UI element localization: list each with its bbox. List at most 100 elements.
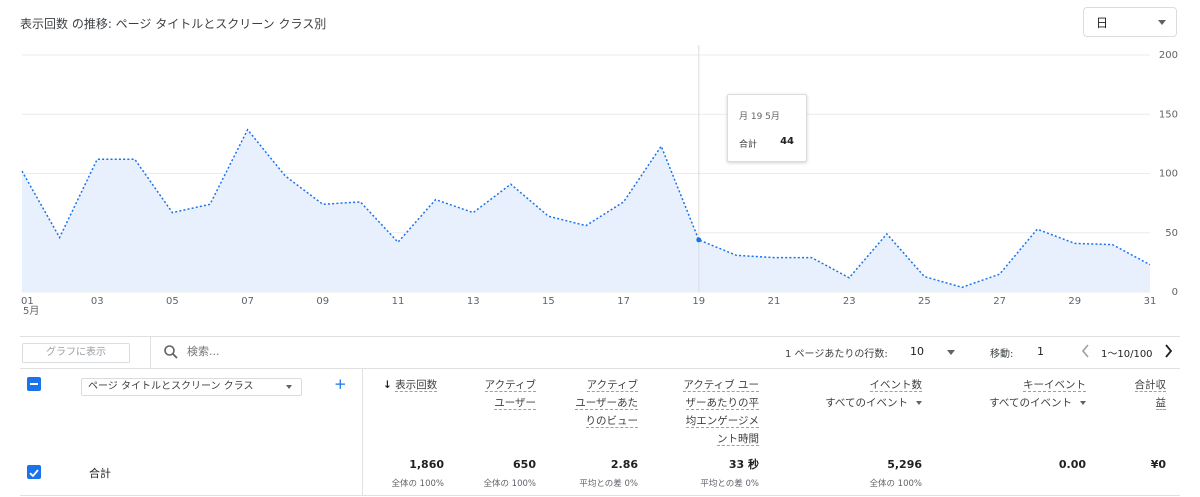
key-event-filter-dropdown[interactable]: すべてのイベント <box>960 394 1086 412</box>
dimension-dropdown[interactable]: ページ タイトルとスクリーン クラス <box>81 378 302 396</box>
column-header-label: 合計収 <box>1134 379 1166 392</box>
pagination-range: 1〜10/100 <box>1101 349 1153 360</box>
column-header-label: アクティブ <box>586 379 638 392</box>
x-tick-label: 19 <box>692 296 705 307</box>
total-subtext: 全体の 100% <box>869 479 922 489</box>
x-tick-label: 23 <box>843 296 856 307</box>
column-header-label: アクティブ ユー <box>683 379 759 392</box>
chevron-down-icon <box>1158 20 1166 25</box>
column-header-views[interactable]: ↓ 表示回数 <box>383 376 445 394</box>
series-line <box>21 128 1151 289</box>
divider <box>20 336 1180 337</box>
sort-desc-icon: ↓ <box>383 379 392 391</box>
total-value: ¥0 <box>1150 458 1166 471</box>
total-views-per-user: 2.86 平均との差 0% <box>560 458 638 491</box>
series-area <box>22 129 1150 292</box>
chevron-right-icon[interactable] <box>1162 343 1174 359</box>
goto-label: 移動: <box>990 349 1014 360</box>
total-value: 5,296 <box>887 458 922 471</box>
column-header-label: ユーザー <box>494 397 536 410</box>
total-revenue: ¥0 <box>1110 458 1166 472</box>
divider <box>20 495 1180 496</box>
x-tick-label: 15 <box>542 296 555 307</box>
event-filter-label: すべてのイベント <box>825 397 908 409</box>
dimension-label: ページ タイトルとスクリーン クラス <box>88 381 254 392</box>
chevron-left-icon[interactable] <box>1080 343 1092 359</box>
goto-page-input[interactable]: 1 <box>1037 345 1044 358</box>
column-header-label: キーイベント <box>1023 379 1086 392</box>
rows-per-page-label: 1 ページあたりの行数: <box>785 349 888 360</box>
event-filter-dropdown[interactable]: すべてのイベント <box>796 394 922 412</box>
tooltip-date: 月 19 5月 <box>739 112 780 122</box>
totals-row-checkbox[interactable] <box>27 465 41 479</box>
column-header-label: ント時間 <box>717 433 759 446</box>
divider <box>362 368 363 496</box>
total-subtext: 平均との差 0% <box>579 479 638 489</box>
column-header-label: 益 <box>1155 397 1166 410</box>
show-in-graph-button[interactable]: グラフに表示 <box>22 343 130 363</box>
chevron-down-icon <box>1080 401 1086 405</box>
x-tick-label: 03 <box>91 296 104 307</box>
total-engagement-time: 33 秒 平均との差 0% <box>665 458 759 491</box>
x-tick-label: 05 <box>166 296 179 307</box>
check-icon <box>29 469 39 478</box>
chart-tooltip: 月 19 5月 合計 44 <box>727 94 807 162</box>
rows-per-page-select[interactable]: 10 <box>910 345 924 358</box>
granularity-dropdown[interactable]: 日 <box>1083 7 1177 37</box>
x-tick-label: 31 <box>1144 296 1157 307</box>
y-tick-label: 100 <box>1159 169 1178 180</box>
total-key-events: 0.00 <box>1000 458 1086 472</box>
total-subtext: 全体の 100% <box>483 479 536 489</box>
chart-title: 表示回数 の推移: ページ タイトルとスクリーン クラス別 <box>20 17 327 31</box>
add-dimension-button[interactable]: + <box>334 375 347 393</box>
total-value: 1,860 <box>409 458 444 471</box>
column-header-label: ユーザーあた <box>575 397 638 410</box>
total-value: 33 秒 <box>728 458 759 471</box>
y-tick-label: 200 <box>1159 50 1178 61</box>
search-icon <box>164 345 178 359</box>
data-point[interactable] <box>696 237 702 243</box>
chevron-down-icon <box>286 385 292 389</box>
x-tick-label: 29 <box>1068 296 1081 307</box>
column-header-label: イベント数 <box>869 379 922 392</box>
column-header-label: 均エンゲージメ <box>685 415 759 428</box>
divider <box>150 336 151 368</box>
column-header-event-count[interactable]: イベント数 すべてのイベント <box>796 376 922 412</box>
total-value: 2.86 <box>610 458 638 471</box>
x-tick-label: 01 <box>21 296 34 307</box>
total-subtext: 全体の 100% <box>391 479 444 489</box>
indeterminate-icon <box>30 383 38 385</box>
x-tick-label: 25 <box>918 296 931 307</box>
total-views: 1,860 全体の 100% <box>370 458 444 491</box>
x-tick-label: 11 <box>392 296 405 307</box>
chevron-down-icon <box>916 401 922 405</box>
granularity-value: 日 <box>1096 15 1109 30</box>
x-month-label: 5月 <box>23 305 39 317</box>
search-input[interactable] <box>187 343 387 359</box>
total-active-users: 650 全体の 100% <box>460 458 536 491</box>
column-header-key-events[interactable]: キーイベント すべてのイベント <box>960 376 1086 412</box>
y-tick-label: 150 <box>1159 109 1178 120</box>
x-tick-label: 07 <box>241 296 254 307</box>
column-header-revenue[interactable]: 合計収 益 <box>1110 376 1166 412</box>
total-value: 650 <box>513 458 536 471</box>
column-header-label: りのビュー <box>585 415 638 428</box>
x-tick-label: 13 <box>467 296 480 307</box>
column-header-label: ザーあたりの平 <box>685 397 759 410</box>
divider <box>20 368 1180 369</box>
total-subtext: 平均との差 0% <box>700 479 759 489</box>
column-header-label: 表示回数 <box>395 379 438 392</box>
column-header-active-users[interactable]: アクティブ ユーザー <box>468 376 536 412</box>
key-event-filter-label: すべてのイベント <box>989 397 1072 409</box>
select-all-checkbox[interactable] <box>27 377 41 391</box>
x-tick-label: 27 <box>993 296 1006 307</box>
line-chart[interactable]: 200 150 100 50 0 01 03 05 07 09 11 13 15 17 19 21 23 25 2… <box>0 40 1200 320</box>
x-tick-label: 21 <box>768 296 781 307</box>
y-tick-label: 50 <box>1165 228 1178 239</box>
tooltip-value: 44 <box>780 136 794 147</box>
column-header-views-per-user[interactable]: アクティブ ユーザーあた りのビュー <box>560 376 638 430</box>
y-tick-label: 0 <box>1172 287 1178 298</box>
column-header-engagement-time[interactable]: アクティブ ユー ザーあたりの平 均エンゲージメ ント時間 <box>665 376 759 448</box>
chevron-down-icon[interactable] <box>947 350 955 355</box>
tooltip-label: 合計 <box>739 140 758 150</box>
